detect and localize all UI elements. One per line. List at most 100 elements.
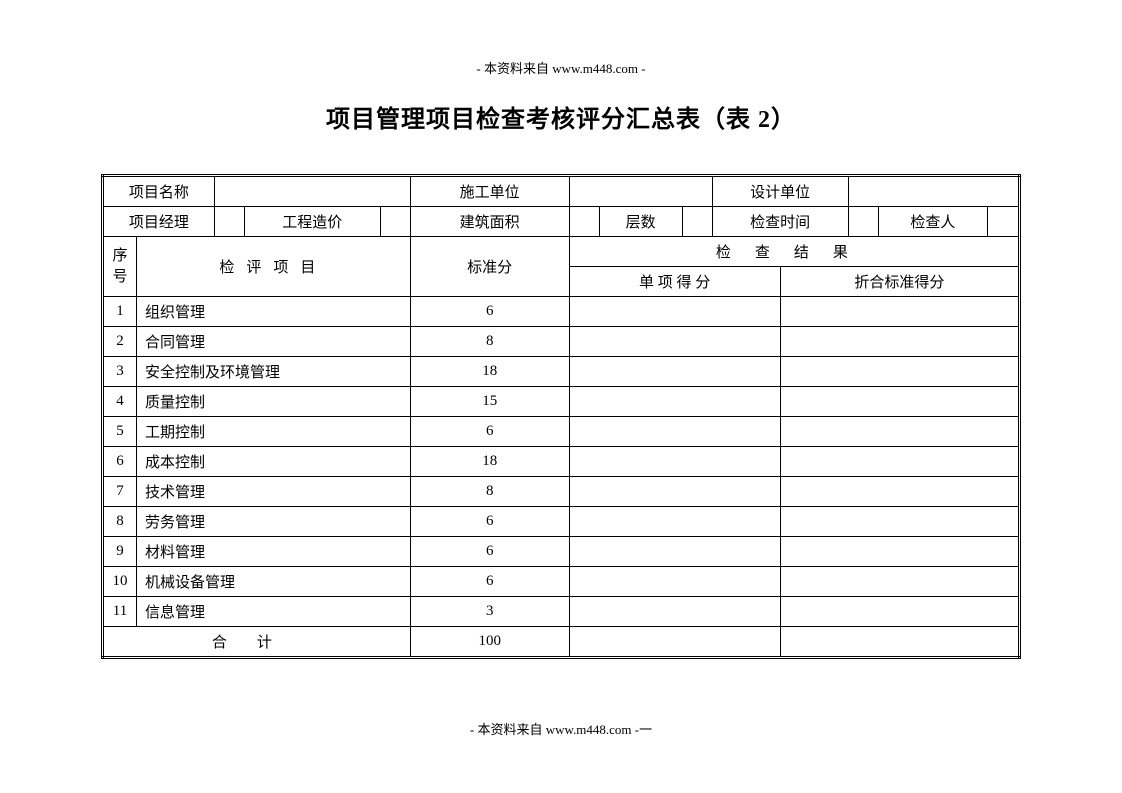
converted-score-cell: [780, 537, 1019, 567]
table-row: 3安全控制及环境管理18: [103, 357, 1020, 387]
score-cell: 6: [410, 507, 569, 537]
item-cell: 机械设备管理: [137, 567, 411, 597]
header-single-score: 单 项 得 分: [569, 267, 780, 297]
header-converted-score: 折合标准得分: [780, 267, 1019, 297]
single-score-cell: [569, 567, 780, 597]
seq-cell: 8: [103, 507, 137, 537]
item-cell: 工期控制: [137, 417, 411, 447]
converted-score-cell: [780, 477, 1019, 507]
score-cell: 6: [410, 567, 569, 597]
total-converted: [780, 627, 1019, 658]
label-project-manager: 项目经理: [103, 207, 215, 237]
value-construction-unit: [569, 176, 712, 207]
item-cell: 成本控制: [137, 447, 411, 477]
seq-cell: 4: [103, 387, 137, 417]
table-row: 2合同管理8: [103, 327, 1020, 357]
seq-cell: 10: [103, 567, 137, 597]
seq-cell: 3: [103, 357, 137, 387]
value-project-name: [214, 176, 410, 207]
summary-table: 项目名称 施工单位 设计单位 项目经理 工程造价 建筑面积 层数 检查时间 检查…: [101, 174, 1021, 659]
seq-cell: 6: [103, 447, 137, 477]
label-building-area: 建筑面积: [410, 207, 569, 237]
header-check-result: 检查结果: [569, 237, 1019, 267]
value-floors: [682, 207, 712, 237]
converted-score-cell: [780, 597, 1019, 627]
total-score: 100: [410, 627, 569, 658]
item-cell: 材料管理: [137, 537, 411, 567]
table-row: 10机械设备管理6: [103, 567, 1020, 597]
single-score-cell: [569, 447, 780, 477]
table-row: 5工期控制6: [103, 417, 1020, 447]
table-row: 8劳务管理6: [103, 507, 1020, 537]
value-project-cost: [380, 207, 410, 237]
single-score-cell: [569, 357, 780, 387]
header-row-1: 序号 检评项目 标准分 检查结果: [103, 237, 1020, 267]
item-cell: 信息管理: [137, 597, 411, 627]
score-cell: 8: [410, 477, 569, 507]
converted-score-cell: [780, 327, 1019, 357]
item-cell: 技术管理: [137, 477, 411, 507]
single-score-cell: [569, 477, 780, 507]
label-inspector: 检查人: [878, 207, 988, 237]
seq-cell: 11: [103, 597, 137, 627]
label-project-cost: 工程造价: [244, 207, 380, 237]
score-cell: 6: [410, 417, 569, 447]
converted-score-cell: [780, 357, 1019, 387]
item-cell: 质量控制: [137, 387, 411, 417]
single-score-cell: [569, 327, 780, 357]
seq-cell: 7: [103, 477, 137, 507]
item-cell: 组织管理: [137, 297, 411, 327]
converted-score-cell: [780, 387, 1019, 417]
converted-score-cell: [780, 417, 1019, 447]
table-row: 1组织管理6: [103, 297, 1020, 327]
seq-cell: 5: [103, 417, 137, 447]
single-score-cell: [569, 507, 780, 537]
value-building-area: [569, 207, 599, 237]
single-score-cell: [569, 597, 780, 627]
table-row: 11信息管理3: [103, 597, 1020, 627]
table-row: 7技术管理8: [103, 477, 1020, 507]
single-score-cell: [569, 537, 780, 567]
label-floors: 层数: [599, 207, 682, 237]
label-design-unit: 设计单位: [712, 176, 848, 207]
value-project-manager: [214, 207, 244, 237]
value-check-time: [848, 207, 878, 237]
total-row: 合计 100: [103, 627, 1020, 658]
seq-cell: 2: [103, 327, 137, 357]
header-standard-score: 标准分: [410, 237, 569, 297]
score-cell: 8: [410, 327, 569, 357]
value-inspector: [988, 207, 1020, 237]
item-cell: 劳务管理: [137, 507, 411, 537]
label-project-name: 项目名称: [103, 176, 215, 207]
single-score-cell: [569, 297, 780, 327]
score-cell: 6: [410, 537, 569, 567]
table-container: 项目名称 施工单位 设计单位 项目经理 工程造价 建筑面积 层数 检查时间 检查…: [101, 174, 1021, 659]
footer-note: - 本资料来自 www.m448.com -一: [0, 719, 1122, 738]
converted-score-cell: [780, 507, 1019, 537]
table-row: 4质量控制15: [103, 387, 1020, 417]
score-cell: 18: [410, 357, 569, 387]
table-row: 9材料管理6: [103, 537, 1020, 567]
header-item: 检评项目: [137, 237, 411, 297]
label-construction-unit: 施工单位: [410, 176, 569, 207]
score-cell: 18: [410, 447, 569, 477]
seq-cell: 9: [103, 537, 137, 567]
header-seq: 序号: [103, 237, 137, 297]
total-single: [569, 627, 780, 658]
item-cell: 安全控制及环境管理: [137, 357, 411, 387]
item-cell: 合同管理: [137, 327, 411, 357]
converted-score-cell: [780, 567, 1019, 597]
info-row-2: 项目经理 工程造价 建筑面积 层数 检查时间 检查人: [103, 207, 1020, 237]
label-check-time: 检查时间: [712, 207, 848, 237]
total-label: 合计: [103, 627, 411, 658]
info-row-1: 项目名称 施工单位 设计单位: [103, 176, 1020, 207]
single-score-cell: [569, 387, 780, 417]
score-cell: 3: [410, 597, 569, 627]
converted-score-cell: [780, 297, 1019, 327]
score-cell: 6: [410, 297, 569, 327]
value-design-unit: [848, 176, 1019, 207]
score-cell: 15: [410, 387, 569, 417]
page-title: 项目管理项目检查考核评分汇总表（表 2）: [0, 99, 1122, 134]
converted-score-cell: [780, 447, 1019, 477]
seq-cell: 1: [103, 297, 137, 327]
